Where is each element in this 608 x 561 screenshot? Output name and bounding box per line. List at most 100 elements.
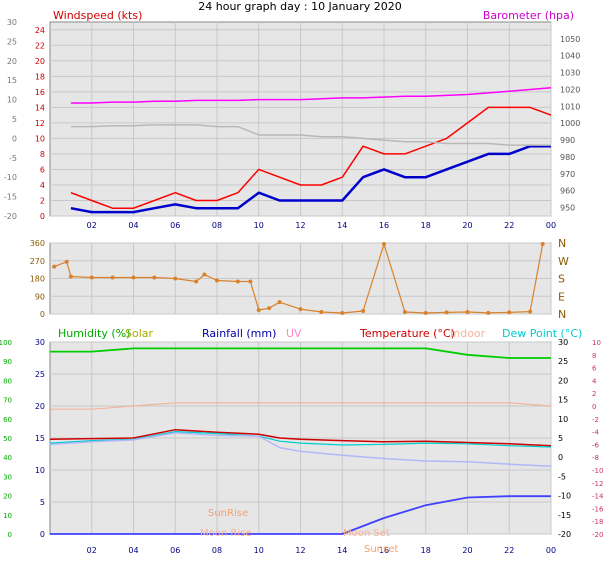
humpct-tick-6: 60: [3, 416, 12, 424]
temperature-ticks: -20 -15 -10 -5 0 5 10 15 20 25 30: [558, 338, 571, 539]
humpct-tick-4: 40: [3, 454, 12, 462]
outer-tick-7: 15: [7, 76, 17, 85]
hum-xtick-0: 02: [87, 546, 97, 555]
tempout-tick-2: -16: [592, 505, 604, 513]
windspeed-tick-3: 6: [40, 165, 45, 174]
temp-tick-0: -20: [558, 530, 571, 539]
hum-series-5: [50, 495, 551, 535]
rainfall-ticks: 0 5 10 15 20 25 30: [35, 338, 45, 539]
annotation-moonset: Moon Set: [343, 528, 390, 539]
wind-x-ticks: 02 04 06 08 10 12 14 16 18 20 22 00: [87, 221, 556, 230]
tempout-tick-5: -10: [592, 467, 603, 475]
hum-xtick-4: 10: [254, 546, 264, 555]
outer-tick-9: 25: [7, 37, 17, 46]
windspeed-tick-1: 2: [40, 196, 45, 205]
windspeed-tick-5: 10: [35, 134, 45, 143]
deg-tick-4: 360: [30, 239, 45, 248]
legend-temperature: Temperature (°C): [359, 327, 455, 340]
hum-xtick-11: 00: [546, 546, 556, 555]
humpct-tick-2: 20: [3, 493, 12, 501]
baro-tick-0: 950: [560, 204, 575, 213]
hum-xtick-8: 18: [421, 546, 431, 555]
hum-xtick-1: 04: [128, 546, 138, 555]
annotation-sunrise: SunRise: [208, 508, 248, 519]
legend-solar: Solar: [125, 327, 154, 340]
annotation-sunset: Sunset: [364, 544, 398, 555]
baro-tick-4: 990: [560, 136, 575, 145]
temp-tick-6: 10: [558, 415, 568, 424]
tempout-tick-4: -12: [592, 480, 603, 488]
wind-series-1: [70, 144, 551, 214]
hum-series-4: [50, 402, 552, 410]
outer-tick-5: 5: [12, 115, 17, 124]
humidity-temp-legend: Humidity (%) Solar Rainfall (mm) UV Temp…: [58, 327, 582, 340]
outer-tick-0: -20: [4, 212, 17, 221]
humidity-percent-ticks: 0 10 20 30 40 50 60 70 80 90 100: [0, 339, 12, 539]
barometer-ticks: 950 960 970 980 990 1000 1010 1020 1030 1040 1050: [560, 35, 580, 213]
hum-series-1: [49, 428, 552, 447]
rain-tick-4: 20: [35, 402, 45, 411]
legend-dewpoint: Dew Point (°C): [502, 327, 582, 340]
baro-tick-2: 970: [560, 170, 575, 179]
hum-xtick-6: 14: [337, 546, 347, 555]
hum-xtick-5: 12: [295, 546, 305, 555]
hum-xtick-2: 06: [170, 546, 180, 555]
wind-baro-series: [70, 87, 552, 214]
compass-3: E: [558, 290, 565, 303]
humpct-tick-0: 0: [8, 531, 12, 539]
tempout-tick-3: -14: [592, 493, 604, 501]
wind-xtick-11: 00: [546, 221, 556, 230]
tempout-tick-8: -4: [592, 429, 600, 437]
hum-series-3: [49, 432, 552, 467]
deg-tick-1: 90: [35, 292, 45, 301]
rain-tick-0: 0: [40, 530, 45, 539]
humpct-tick-5: 50: [3, 435, 12, 443]
wind-xtick-7: 16: [379, 221, 389, 230]
windspeed-tick-11: 22: [35, 41, 45, 50]
sun-moon-annotations: SunRise Moon Rise Sunset Moon Set: [200, 508, 398, 555]
humidity-temp-series: [49, 347, 552, 535]
wind-series-2: [70, 87, 552, 104]
outer-tick-1: -15: [4, 193, 17, 202]
humpct-tick-1: 10: [3, 512, 12, 520]
wind-series-0: [70, 106, 552, 209]
rain-tick-3: 15: [35, 434, 45, 443]
humidity-x-ticks: 02 04 06 08 10 12 14 16 18 20 22 00: [87, 546, 556, 555]
rain-tick-2: 10: [35, 466, 45, 475]
tempout-tick-7: -6: [592, 441, 600, 449]
wind-xtick-1: 04: [128, 221, 138, 230]
windspeed-tick-8: 16: [35, 88, 45, 97]
outer-tick-10: 30: [7, 18, 17, 27]
temp-tick-10: 30: [558, 338, 568, 347]
temp-tick-5: 5: [558, 434, 563, 443]
rain-tick-6: 30: [35, 338, 45, 347]
direction-line: [53, 243, 544, 314]
temp-tick-8: 20: [558, 376, 568, 385]
baro-tick-1: 960: [560, 187, 575, 196]
humpct-tick-7: 70: [3, 397, 12, 405]
hum-series-0: [50, 347, 551, 359]
legend-uv: UV: [286, 327, 302, 340]
tempout-tick-6: -8: [592, 454, 599, 462]
deg-tick-2: 180: [30, 275, 45, 284]
tempout-tick-10: 0: [592, 403, 596, 411]
wind-xtick-10: 22: [504, 221, 514, 230]
baro-tick-5: 1000: [560, 119, 580, 128]
outer-tick-3: -5: [9, 154, 17, 163]
tempout-tick-13: 6: [592, 365, 597, 373]
windspeed-tick-12: 24: [35, 26, 45, 35]
outer-tick-2: -10: [4, 173, 17, 182]
temp-tick-9: 25: [558, 357, 568, 366]
hum-xtick-7: 16: [379, 546, 389, 555]
wind-xtick-0: 02: [87, 221, 97, 230]
wind-xtick-8: 18: [421, 221, 431, 230]
deg-tick-3: 270: [30, 257, 45, 266]
legend-indoor: Indoor: [450, 327, 486, 340]
temp-tick-4: 0: [558, 453, 563, 462]
baro-tick-3: 980: [560, 153, 575, 162]
temp-tick-7: 15: [558, 396, 568, 405]
outer-tick-8: 20: [7, 57, 17, 66]
annotation-moonrise: Moon Rise: [200, 528, 251, 539]
